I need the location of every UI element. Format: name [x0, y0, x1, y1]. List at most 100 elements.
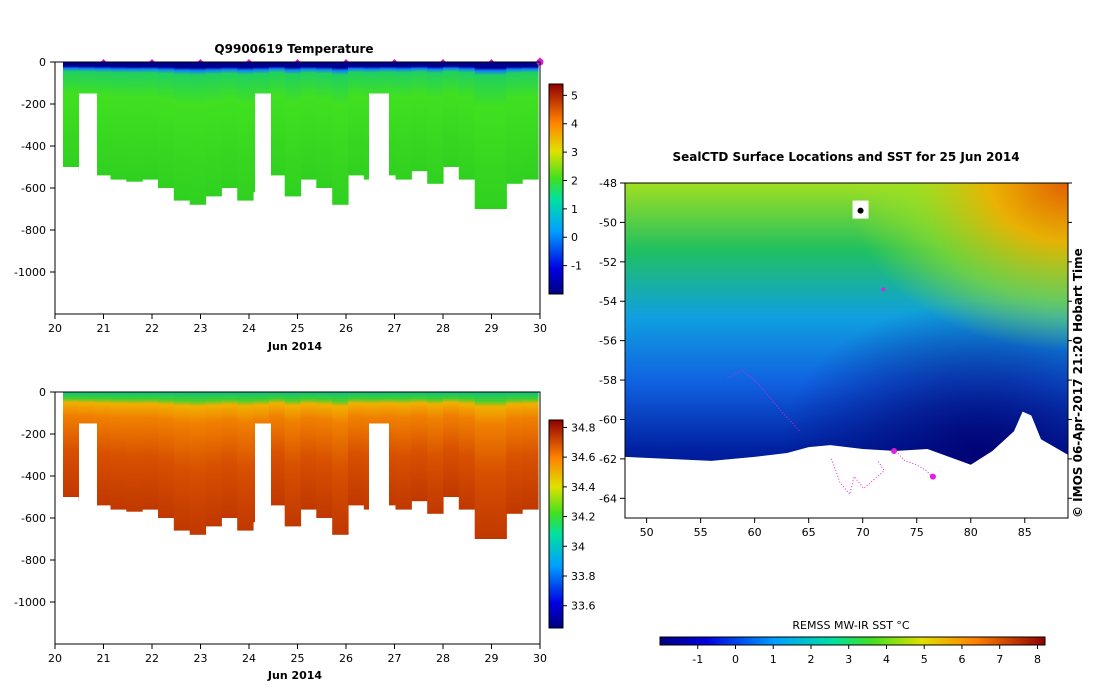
section-column	[475, 62, 491, 209]
colorbar-tick-label: 33.8	[571, 570, 596, 583]
temperature-y-axis: 0 -200 -400 -600 -800 -1000	[14, 56, 55, 279]
salinity-section-panel: 0-200-400-600-800-1000 20 21 22 23 24 25 26 27 2…	[14, 386, 595, 682]
section-column	[475, 392, 491, 539]
y-tick-label: -1000	[14, 596, 46, 609]
y-tick-label: -400	[21, 140, 46, 153]
x-tick-label: 26	[339, 322, 353, 335]
x-tick-label: 30	[533, 652, 547, 665]
section-column	[316, 392, 332, 518]
data-gap	[255, 94, 271, 315]
sst-colorbar-tick-label: 7	[996, 653, 1003, 666]
section-column	[332, 62, 348, 205]
data-gap	[79, 94, 97, 315]
section-column	[285, 62, 301, 196]
lon-tick-label: 85	[1018, 526, 1032, 539]
lat-tick-label: -50	[599, 216, 617, 229]
section-column	[506, 392, 522, 514]
lat-tick-label: -60	[599, 413, 617, 426]
x-tick-label: 22	[145, 322, 159, 335]
x-tick-label: 29	[485, 322, 499, 335]
temperature-x-axis-label: Jun 2014	[267, 340, 323, 353]
section-column	[111, 62, 127, 180]
salinity-colorbar: 33.6 33.8 34 34.2 34.4 34.6 34.8	[549, 420, 596, 628]
colorbar-tick-label: 34	[571, 540, 585, 553]
sst-colorbar-tick-label: -1	[692, 653, 703, 666]
y-tick-label: -200	[21, 98, 46, 111]
x-tick-label: 29	[485, 652, 499, 665]
y-tick-label: -400	[21, 470, 46, 483]
y-tick-label: 0	[39, 56, 46, 69]
temperature-section-panel: Q9900619 Temperature 0 -200 -400 -600 -800 -1…	[14, 42, 582, 353]
colorbar-tick-label: 1	[571, 203, 578, 216]
colorbar-tick-label: 5	[571, 89, 578, 102]
y-tick-label: 0	[39, 386, 46, 399]
y-tick-label: -600	[21, 182, 46, 195]
section-column	[491, 392, 507, 539]
x-tick-label: 24	[242, 652, 256, 665]
colorbar-tick-label: 34.6	[571, 451, 596, 464]
section-column	[348, 392, 364, 505]
colorbar-tick-label: 0	[571, 231, 578, 244]
data-gap	[255, 424, 271, 645]
sst-colorbar-tick-label: 0	[732, 653, 739, 666]
section-column	[301, 62, 317, 180]
salinity-x-axis-label: Jun 2014	[267, 669, 323, 682]
y-tick-label: -800	[21, 224, 46, 237]
colorbar-tick-label: 33.6	[571, 600, 596, 613]
x-tick-label: 27	[388, 322, 402, 335]
section-column	[459, 62, 475, 180]
sst-colorbar-label: REMSS MW-IR SST °C	[792, 619, 910, 632]
colorbar-tick-label: 2	[571, 174, 578, 187]
section-column	[269, 392, 285, 505]
section-column	[111, 392, 127, 510]
x-tick-label: 21	[97, 322, 111, 335]
x-tick-label: 24	[242, 322, 256, 335]
section-column	[411, 62, 427, 171]
colorbar-tick-label: 34.4	[571, 481, 596, 494]
y-tick-label: -1000	[14, 266, 46, 279]
sst-colorbar-tick-label: 2	[807, 653, 814, 666]
section-column	[411, 392, 427, 501]
sst-colorbar-tick-label: 3	[845, 653, 852, 666]
section-column	[427, 62, 443, 184]
section-column	[237, 62, 253, 201]
lon-tick-label: 65	[802, 526, 816, 539]
y-tick-label: -200	[21, 428, 46, 441]
section-column	[332, 392, 348, 535]
colorbar-tick-label: 34.2	[571, 511, 596, 524]
lat-tick-label: -48	[599, 177, 617, 190]
section-column	[522, 62, 538, 180]
lat-tick-label: -58	[599, 374, 617, 387]
x-tick-label: 28	[436, 322, 450, 335]
x-tick-label: 23	[194, 652, 208, 665]
section-column	[158, 62, 174, 188]
x-tick-label: 20	[48, 322, 62, 335]
section-column	[348, 62, 364, 175]
seal-position	[930, 474, 936, 480]
lat-tick-label: -56	[599, 335, 617, 348]
section-column	[158, 392, 174, 518]
section-column	[95, 62, 111, 175]
section-column	[221, 62, 237, 188]
section-column	[396, 392, 412, 510]
sst-colorbar-gradient	[660, 637, 1045, 645]
section-column	[237, 392, 253, 531]
sst-map-longitude-axis: 50 55 60 65 70 75 80 85	[640, 518, 1032, 539]
section-column	[174, 62, 190, 201]
temperature-x-axis: 20 21 22 23 24 25 26 27 28 29 30	[48, 314, 547, 335]
sst-map-title: SealCTD Surface Locations and SST for 25…	[672, 150, 1019, 164]
x-tick-label: 20	[48, 652, 62, 665]
section-column	[443, 392, 459, 497]
x-tick-label: 28	[436, 652, 450, 665]
section-column	[301, 392, 317, 510]
sst-colorbar-tick-label: 1	[770, 653, 777, 666]
x-tick-label: 25	[291, 652, 305, 665]
x-tick-label: 30	[533, 322, 547, 335]
lat-tick-label: -54	[599, 295, 617, 308]
section-column	[427, 392, 443, 514]
section-column	[285, 392, 301, 526]
section-column	[396, 62, 412, 180]
colorbar-tick-label: 4	[571, 118, 578, 131]
section-column	[63, 62, 79, 167]
lon-tick-label: 80	[964, 526, 978, 539]
